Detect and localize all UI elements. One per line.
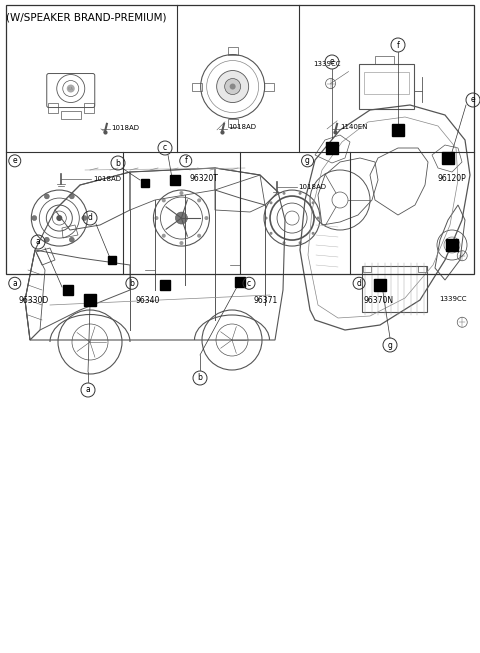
Text: b: b — [116, 159, 120, 168]
Circle shape — [316, 217, 320, 219]
Text: KIA: KIA — [68, 87, 73, 91]
Circle shape — [299, 192, 301, 195]
Bar — [61, 110, 81, 119]
Text: e: e — [330, 57, 334, 67]
Bar — [84, 103, 94, 112]
Text: b: b — [198, 374, 203, 383]
Text: a: a — [85, 385, 90, 394]
Circle shape — [283, 192, 286, 195]
Bar — [418, 266, 426, 272]
Circle shape — [269, 201, 273, 204]
Text: 1339CC: 1339CC — [439, 296, 466, 302]
Circle shape — [264, 217, 267, 219]
Bar — [48, 103, 58, 112]
Text: g: g — [387, 340, 393, 349]
Text: 96120P: 96120P — [437, 174, 466, 183]
Circle shape — [197, 234, 201, 238]
Circle shape — [44, 194, 49, 199]
Text: c: c — [163, 144, 167, 153]
Bar — [363, 72, 408, 94]
Bar — [228, 46, 238, 55]
Text: 1018AD: 1018AD — [111, 125, 139, 131]
Circle shape — [67, 84, 75, 93]
Circle shape — [180, 241, 183, 245]
Circle shape — [155, 216, 158, 220]
Bar — [264, 82, 274, 91]
Bar — [362, 266, 427, 312]
Text: b: b — [130, 279, 134, 288]
Text: (W/SPEAKER BRAND-PREMIUM): (W/SPEAKER BRAND-PREMIUM) — [6, 12, 167, 22]
Circle shape — [204, 216, 208, 220]
Circle shape — [69, 194, 74, 199]
Bar — [375, 56, 394, 63]
Text: f: f — [184, 156, 187, 165]
Text: 1339CC: 1339CC — [313, 61, 341, 67]
Text: 1018AD: 1018AD — [299, 184, 326, 190]
Text: 1018AD: 1018AD — [93, 176, 121, 182]
Text: a: a — [36, 238, 40, 246]
Text: e: e — [12, 156, 17, 165]
Bar — [192, 82, 202, 91]
Bar — [228, 119, 238, 127]
Bar — [363, 266, 371, 272]
Text: f: f — [396, 40, 399, 50]
Circle shape — [44, 237, 49, 242]
Circle shape — [69, 237, 74, 242]
Text: d: d — [357, 279, 361, 288]
Circle shape — [312, 232, 314, 235]
Circle shape — [56, 215, 62, 221]
Circle shape — [162, 199, 166, 202]
Circle shape — [312, 201, 314, 204]
Text: 96320T: 96320T — [190, 174, 218, 183]
Text: 96371: 96371 — [253, 296, 277, 305]
Circle shape — [229, 84, 236, 89]
Circle shape — [216, 71, 249, 103]
Text: g: g — [305, 156, 310, 165]
Circle shape — [269, 232, 273, 235]
Circle shape — [162, 234, 166, 238]
Text: a: a — [12, 279, 17, 288]
Circle shape — [180, 191, 183, 195]
Text: d: d — [87, 214, 93, 223]
Text: 1018AD: 1018AD — [228, 124, 256, 130]
Bar — [6, 5, 474, 274]
Circle shape — [283, 241, 286, 244]
Circle shape — [176, 212, 187, 224]
Text: 96330D: 96330D — [19, 296, 49, 305]
Circle shape — [197, 199, 201, 202]
Circle shape — [32, 215, 37, 221]
Text: 96370N: 96370N — [363, 296, 393, 305]
Circle shape — [299, 241, 301, 244]
Text: e: e — [471, 95, 475, 104]
Text: c: c — [247, 279, 251, 288]
Text: 1140EN: 1140EN — [340, 124, 368, 130]
Text: 96340: 96340 — [136, 296, 160, 305]
Bar — [359, 63, 414, 108]
Circle shape — [225, 78, 240, 95]
Circle shape — [82, 215, 87, 221]
